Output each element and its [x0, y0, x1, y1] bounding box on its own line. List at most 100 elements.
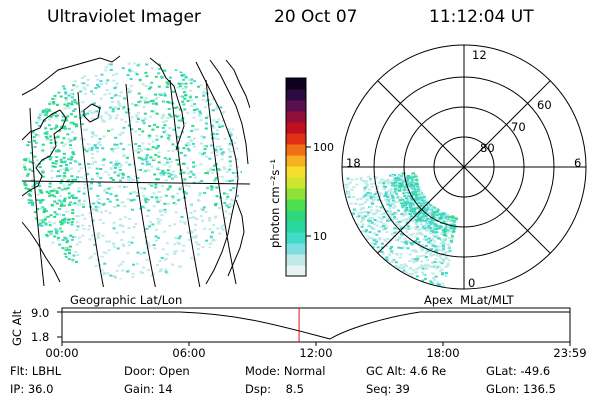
- geo-pixel: [44, 216, 47, 219]
- geo-pixel: [49, 156, 53, 159]
- geo-pixel: [215, 154, 219, 157]
- polar-pixel: [385, 226, 389, 229]
- polar-pixel: [398, 236, 402, 239]
- polar-pixel: [410, 193, 413, 196]
- geo-pixel: [150, 196, 154, 199]
- polar-pixel: [402, 269, 406, 272]
- geo-pixel: [136, 262, 140, 265]
- colorbar-cell: [286, 221, 306, 233]
- polar-pixel: [366, 191, 370, 194]
- polar-pixel: [414, 201, 418, 204]
- polar-pixel: [412, 186, 416, 189]
- geo-pixel: [34, 164, 38, 167]
- geo-pixel: [152, 244, 156, 246]
- polar-pixel: [416, 236, 420, 239]
- geo-pixel: [228, 212, 232, 215]
- polar-pixel: [366, 211, 370, 214]
- polar-pixel: [391, 191, 395, 194]
- geo-pixel: [157, 190, 161, 193]
- geo-pixel: [111, 108, 115, 111]
- polar-pixel: [444, 232, 447, 235]
- geo-pixel: [230, 204, 234, 207]
- geo-pixel: [99, 177, 103, 180]
- geo-pixel: [38, 222, 42, 225]
- geo-pixel: [67, 137, 71, 140]
- geo-pixel: [76, 161, 79, 164]
- geo-pixel: [83, 88, 87, 91]
- geo-pixel: [83, 128, 87, 131]
- geo-pixel: [115, 198, 119, 201]
- polar-pixel: [394, 177, 398, 179]
- geo-pixel: [112, 275, 116, 277]
- polar-pixel: [400, 182, 404, 185]
- geo-pixel: [31, 204, 35, 207]
- mlat-label-70: 70: [511, 120, 526, 134]
- geo-pixel: [203, 148, 207, 151]
- polar-pixel: [404, 212, 408, 214]
- geo-pixel: [63, 103, 67, 106]
- geo-pixel: [227, 148, 231, 151]
- geo-pixel: [178, 186, 182, 189]
- geo-pixel: [32, 132, 35, 135]
- geo-pixel: [108, 212, 112, 215]
- polar-pixel: [371, 226, 375, 229]
- geo-pixel: [49, 115, 53, 118]
- geo-pixel: [126, 74, 130, 77]
- polar-pixel: [408, 260, 412, 263]
- geo-pixel: [132, 198, 136, 201]
- polar-pixel: [398, 179, 402, 182]
- geo-pixel: [90, 182, 94, 185]
- geo-pixel: [121, 131, 125, 134]
- polar-pixel: [409, 242, 413, 245]
- colorbar-cell: [286, 254, 306, 266]
- x-tick-label: 18:00: [426, 346, 459, 360]
- polar-pixel: [408, 205, 412, 208]
- geo-pixel: [98, 218, 102, 221]
- geo-pixel: [162, 131, 166, 134]
- polar-pixel: [416, 185, 420, 188]
- polar-pixel: [390, 184, 394, 187]
- geo-pixel: [57, 150, 61, 153]
- geo-pixel: [83, 183, 87, 186]
- polar-pixel: [427, 264, 430, 267]
- geo-pixel: [54, 162, 58, 165]
- geo-pixel: [164, 179, 168, 182]
- geo-pixel: [236, 194, 240, 197]
- polar-pixel: [420, 199, 424, 202]
- polar-pixel: [432, 222, 436, 225]
- geo-pixel: [48, 135, 52, 138]
- polar-pixel: [396, 196, 400, 199]
- geo-pixel: [129, 90, 133, 93]
- polar-pixel: [388, 180, 392, 183]
- geo-pixel: [144, 85, 148, 87]
- polar-pixel: [415, 250, 419, 253]
- geo-pixel: [182, 162, 186, 165]
- polar-pixel: [405, 209, 409, 212]
- geo-pixel: [60, 188, 64, 191]
- polar-pixel: [393, 200, 397, 203]
- polar-pixel: [379, 225, 383, 228]
- polar-pixel: [413, 216, 417, 219]
- geo-pixel: [93, 207, 97, 210]
- geo-pixel: [182, 103, 186, 106]
- geo-pixel: [109, 177, 113, 180]
- polar-pixel: [393, 231, 397, 234]
- geo-pixel: [117, 102, 121, 105]
- geo-pixel: [126, 270, 129, 273]
- polar-pixel: [418, 189, 422, 192]
- polar-pixel: [407, 198, 411, 201]
- polar-pixel: [379, 192, 383, 195]
- polar-pixel: [397, 265, 401, 268]
- geo-pixel: [87, 228, 91, 231]
- polar-pixel: [442, 231, 446, 234]
- polar-pixel: [431, 227, 435, 230]
- geo-pixel: [145, 258, 149, 261]
- geo-pixel: [159, 270, 163, 272]
- geo-pixel: [128, 68, 132, 71]
- geo-pixel: [108, 117, 112, 120]
- geo-pixel: [160, 117, 164, 119]
- polar-pixel: [369, 236, 373, 239]
- geo-pixel: [79, 114, 83, 116]
- geo-pixel: [39, 189, 43, 192]
